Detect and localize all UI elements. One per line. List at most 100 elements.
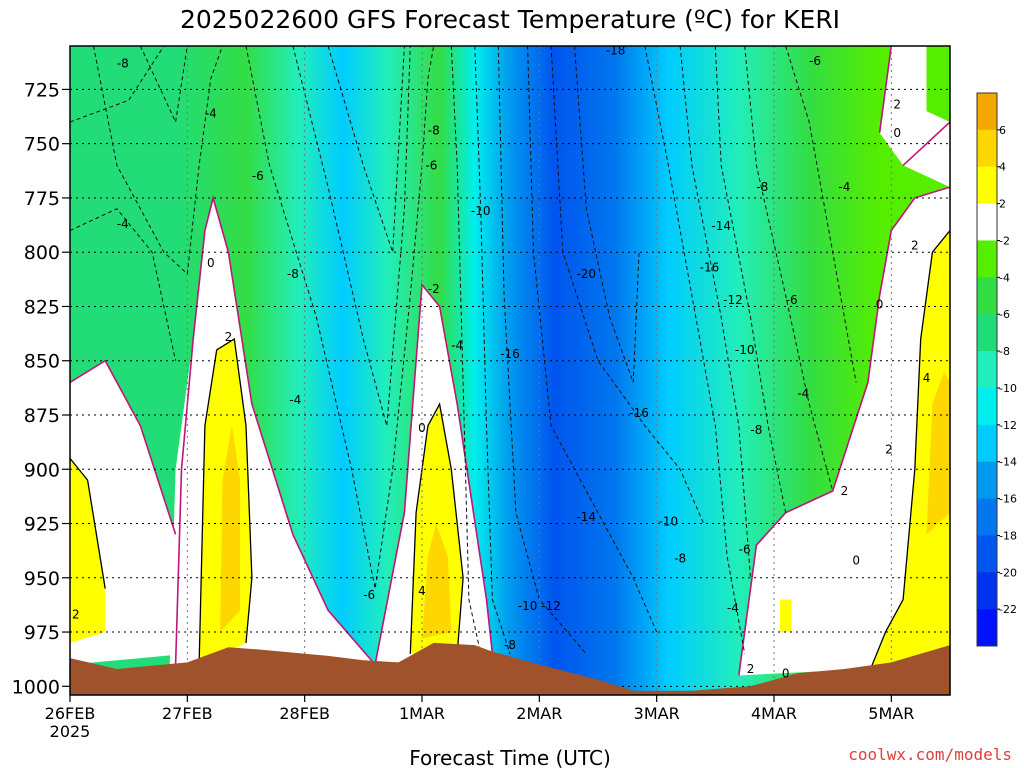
y-tick-label: 750: [24, 134, 60, 156]
contour-label-text: -4: [727, 601, 739, 615]
colorbar-tick-label: 6: [999, 124, 1006, 137]
contour-label-text: -6: [739, 543, 751, 557]
positive-contour-line: [409, 402, 464, 654]
contour-label-text: -8: [674, 551, 686, 565]
contour-label: 2: [893, 98, 901, 112]
colorbar-tick-label: -16: [999, 493, 1017, 506]
contour-label: -8: [428, 124, 440, 138]
x-axis-year: 2025: [50, 722, 91, 741]
x-tick-label: 2MAR: [516, 704, 562, 723]
x-tick-label: 28FEB: [279, 704, 330, 723]
terrain-surface: [70, 642, 950, 695]
colorbar-swatch: [977, 424, 997, 463]
negative-contour-line: [550, 46, 705, 524]
contour-label: -4: [205, 106, 217, 120]
colorbar-swatch: [977, 609, 997, 647]
contour-label-text: -20: [576, 267, 596, 281]
gold-region-27feb: [220, 425, 241, 633]
negative-contour-line: [139, 46, 188, 124]
colorbar-swatch: [977, 498, 997, 536]
credit-text: coolwx.com/models: [848, 745, 1012, 764]
zero-contour-line: [738, 186, 950, 676]
colorbar-swatch: [977, 277, 997, 315]
contour-label: -8: [674, 551, 686, 565]
colorbar-swatch: [977, 93, 997, 131]
contour-label: -16: [700, 260, 720, 274]
contour-label: -16: [629, 406, 649, 420]
zero-contour-line: [174, 194, 376, 666]
contour-label-text: -6: [809, 54, 821, 68]
contour-label-text: -6: [252, 169, 264, 183]
contour-labels: -8 -4 -6 -4 0 2 -8 -4 -6 -8 -6 -2 -4 0 4 -10 -16 -20 -18 -1…: [72, 43, 930, 680]
contour-label-text: -4: [838, 180, 850, 194]
contour-label-text: -8: [428, 124, 440, 138]
contour-label-text: 0: [207, 256, 215, 270]
x-tick-label: 5MAR: [868, 704, 914, 723]
white-region-4mar: [738, 187, 950, 676]
contour-label-text: 2: [72, 608, 80, 622]
contour-label: -4: [117, 217, 129, 231]
contour-label: -2: [428, 282, 440, 296]
contour-label: -4: [289, 393, 301, 407]
contour-label: -4: [451, 339, 463, 353]
y-tick-label: 800: [24, 242, 60, 264]
x-tick-label: 26FEB: [45, 704, 96, 723]
contour-label: 2: [747, 662, 755, 676]
colorbar-tick-label: -20: [999, 566, 1017, 579]
colorbar-swatch: [977, 351, 997, 389]
contour-label: -4: [797, 386, 809, 400]
colorbar: 6 4 2 -2 -4 -6 -8 -10 -12 -14 -16 -18 -20 -22: [976, 92, 1017, 647]
contour-label: 2: [885, 443, 893, 457]
gold-region-1mar: [422, 523, 452, 639]
contour-label: -10: [471, 204, 491, 218]
contour-label-text: -12: [541, 599, 561, 613]
contour-label-text: 0: [418, 421, 426, 435]
y-tick-label: 925: [24, 514, 60, 536]
y-axis: 725 750 775 800 825 850 875 900 925 950 975 1000: [12, 79, 70, 698]
contour-label-text: 2: [841, 484, 849, 498]
contour-label: -6: [252, 169, 264, 183]
colorbar-tick-label: -10: [999, 382, 1017, 395]
contour-label-text: -16: [700, 260, 720, 274]
plot-frame: [69, 45, 951, 696]
zero-contour-line: [374, 282, 494, 665]
contour-label-text: -12: [723, 293, 743, 307]
colorbar-swatch: [977, 572, 997, 610]
contour-label: -6: [425, 158, 437, 172]
contour-label-text: -8: [756, 180, 768, 194]
contour-label: -4: [727, 601, 739, 615]
contour-label-text: 2: [911, 239, 919, 253]
contour-label-text: -10: [471, 204, 491, 218]
colorbar-swatch: [977, 314, 997, 352]
colorbar-tick-label: -14: [999, 456, 1017, 469]
contour-label: 0: [782, 666, 790, 680]
contour-label: 0: [418, 421, 426, 435]
yellow-region-26feb: [70, 458, 106, 643]
y-tick-label: 975: [24, 622, 60, 644]
contour-label: 2: [911, 239, 919, 253]
negative-contour-line: [474, 46, 511, 654]
contour-label: -14: [711, 219, 731, 233]
colorbar-tick-label: -8: [999, 345, 1010, 358]
positive-contour-line: [70, 457, 106, 589]
contour-label: 2: [72, 608, 80, 622]
contour-label-text: 0: [893, 126, 901, 140]
x-tick-label: 27FEB: [162, 704, 213, 723]
contour-label: 2: [225, 330, 233, 344]
contour-label-text: 0: [852, 553, 860, 567]
y-tick-label: 950: [24, 568, 60, 590]
yellow-region-5mar: [867, 230, 950, 676]
contour-label-text: -8: [117, 56, 129, 70]
contour-label: -16: [500, 347, 520, 361]
contour-label-text: -8: [750, 423, 762, 437]
contour-label: -6: [809, 54, 821, 68]
negative-contour-line: [70, 208, 177, 361]
contour-label-text: -10: [659, 514, 679, 528]
contour-label-text: -2: [428, 282, 440, 296]
negative-contour-line: [644, 46, 746, 654]
contour-label-text: -6: [786, 293, 798, 307]
contour-label-text: -18: [606, 43, 626, 57]
colorbar-tick-label: -6: [999, 308, 1010, 321]
colorbar-swatch: [977, 461, 997, 500]
negative-contour-line: [327, 46, 405, 253]
